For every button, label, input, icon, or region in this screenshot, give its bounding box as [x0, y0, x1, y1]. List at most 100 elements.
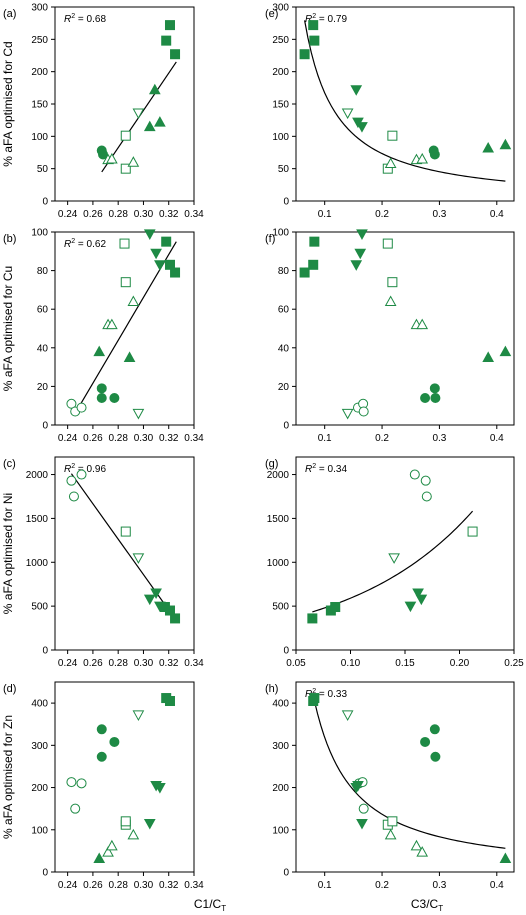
- x-tick-label: 0.3: [432, 880, 446, 891]
- y-tick-label: 0: [42, 868, 48, 879]
- data-point-circle-filled: [430, 392, 441, 403]
- panel-e: 0.1 0.2 0.3 0.4 0 50 100 150 200 250 300(e) R2 = 0.…: [265, 3, 515, 220]
- data-point-triangle-up-open: [384, 295, 397, 306]
- y-tick-label: 80: [37, 266, 49, 277]
- y-axis-label: % aFA optimised for Ni: [1, 493, 15, 614]
- data-point-circle-filled: [96, 724, 107, 735]
- x-tick-label: 0.25: [504, 658, 524, 669]
- data-point-square-filled: [309, 236, 320, 247]
- data-point-square-open: [467, 526, 478, 537]
- fit-curve: [70, 473, 177, 621]
- data-point-circle-filled: [96, 751, 107, 762]
- data-point-square-open: [387, 816, 398, 827]
- data-point-triangle-down-open: [132, 408, 145, 420]
- y-tick-label: 150: [272, 100, 289, 111]
- data-point-triangle-down-open: [132, 553, 145, 564]
- data-point-triangle-down-open: [388, 553, 400, 564]
- data-point-triangle-up-filled: [148, 83, 161, 95]
- x-tick-label: 0.2: [375, 433, 389, 444]
- y-tick-label: 100: [272, 825, 289, 836]
- data-point-circle-filled: [96, 392, 107, 403]
- x-tick-label: 0.26: [83, 880, 103, 891]
- data-point-triangle-down-filled: [150, 588, 162, 600]
- data-point-square-open: [120, 130, 131, 141]
- data-point-circle-filled: [420, 392, 431, 403]
- plot-frame: [295, 231, 515, 426]
- y-tick-label: 20: [278, 382, 290, 393]
- panel-label: (d): [3, 683, 16, 695]
- x-tick-label: 0.28: [108, 209, 128, 220]
- data-point-triangle-up-open: [127, 828, 140, 840]
- panel-b: 0.24 0.26 0.28 0.30 0.32 0.34 0 20 40 60 80 100 (b)%…: [1, 228, 204, 445]
- plot-frame: [295, 6, 515, 202]
- y-tick-label: 80: [278, 266, 290, 277]
- data-point-square-filled: [161, 35, 172, 46]
- data-point-square-open: [120, 163, 131, 174]
- x-tick-label: 0.34: [184, 433, 204, 444]
- data-point-square-filled: [164, 696, 175, 706]
- data-point-triangle-down-filled: [352, 780, 364, 792]
- data-point-triangle-down-filled: [412, 588, 424, 600]
- data-point-triangle-down-open: [132, 710, 145, 721]
- x-tick-label: 0.28: [108, 658, 128, 669]
- x-tick-label: 0.2: [375, 880, 389, 891]
- data-point-triangle-down-filled: [154, 783, 166, 794]
- x-tick-label: 0.34: [184, 880, 204, 891]
- x-tick-label: 0.30: [134, 658, 154, 669]
- data-point-triangle-up-filled: [93, 852, 106, 863]
- data-point-triangle-down-filled: [350, 260, 363, 271]
- data-point-square-filled: [170, 613, 181, 624]
- data-point-square-filled: [308, 259, 319, 270]
- data-point-square-filled: [299, 49, 310, 60]
- data-point-triangle-up-open: [384, 157, 397, 168]
- data-point-circle-open: [76, 469, 87, 480]
- data-point-triangle-down-open: [341, 408, 354, 420]
- r-squared-label: R2 = 0.96: [64, 463, 106, 475]
- data-point-square-filled: [308, 20, 319, 31]
- y-tick-label: 1000: [26, 558, 49, 569]
- data-point-square-open: [120, 526, 131, 537]
- x-tick-label: 0.32: [159, 658, 179, 669]
- data-point-square-open: [119, 238, 130, 249]
- plot-frame: [54, 456, 195, 651]
- fit-curve: [304, 20, 506, 182]
- data-point-circle-open: [66, 475, 77, 486]
- y-tick-label: 200: [31, 67, 48, 78]
- panel-label: (g): [265, 458, 278, 470]
- y-tick-label: 1000: [267, 558, 290, 569]
- data-point-triangle-down-filled: [415, 594, 428, 606]
- data-point-circle-filled: [429, 149, 440, 160]
- fit-curve: [312, 510, 474, 613]
- data-point-triangle-up-open: [416, 318, 429, 330]
- y-tick-label: 100: [272, 228, 289, 239]
- r-squared-label: R2 = 0.68: [64, 13, 106, 25]
- data-point-circle-filled: [429, 383, 440, 394]
- y-tick-label: 0: [283, 197, 289, 208]
- x-tick-label: 0.34: [184, 209, 204, 220]
- y-tick-label: 2000: [267, 470, 290, 481]
- data-point-circle-filled: [429, 724, 440, 735]
- data-point-triangle-up-filled: [482, 351, 495, 362]
- plot-frame: [295, 456, 515, 651]
- data-point-circle-filled: [109, 736, 120, 747]
- data-point-square-filled: [170, 49, 181, 60]
- x-tick-label: 0.30: [134, 433, 154, 444]
- panel-label: (b): [3, 233, 16, 245]
- data-point-circle-filled: [98, 149, 109, 160]
- y-axis-label: % aFA optimised for Cd: [1, 41, 15, 166]
- x-tick-label: 0.32: [159, 880, 179, 891]
- data-point-triangle-up-filled: [154, 116, 166, 127]
- data-point-square-open: [382, 238, 393, 249]
- panel-label: (a): [3, 8, 16, 20]
- data-point-triangle-up-open: [106, 318, 118, 330]
- data-point-triangle-up-filled: [93, 345, 106, 357]
- panel-label: (f): [265, 233, 275, 245]
- data-point-square-filled: [164, 259, 175, 270]
- y-tick-label: 40: [278, 343, 290, 354]
- data-point-triangle-down-open: [341, 108, 354, 120]
- y-tick-label: 0: [283, 646, 289, 657]
- data-point-circle-open: [76, 778, 87, 789]
- y-tick-label: 0: [42, 197, 48, 208]
- data-point-square-open: [120, 816, 131, 827]
